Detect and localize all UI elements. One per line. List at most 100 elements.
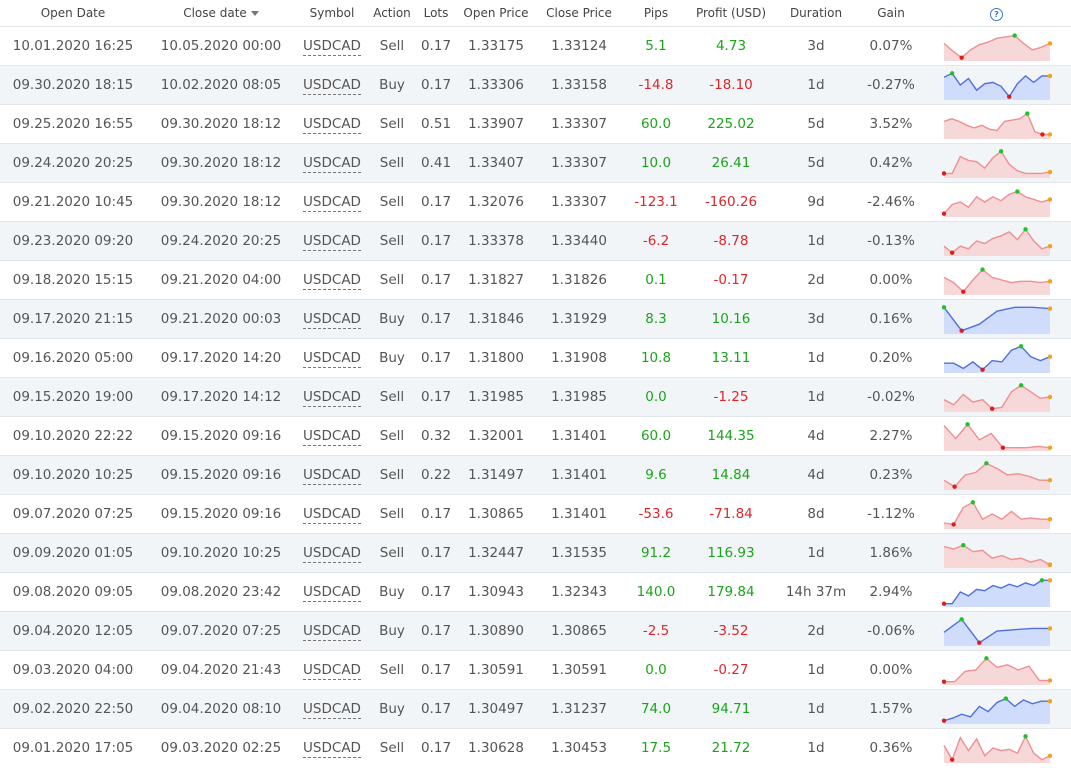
help-icon[interactable]: ? (990, 7, 1003, 21)
trade-sparkline (941, 189, 1052, 217)
header-symbol[interactable]: Symbol (309, 6, 355, 20)
sparkline-area (943, 502, 1050, 529)
lots-cell: 0.32 (420, 428, 452, 444)
symbol-link[interactable]: USDCAD (303, 623, 361, 641)
action-cell: Sell (379, 740, 405, 757)
table-row[interactable]: 09.21.2020 10:45 09.30.2020 18:12 USDCAD Se… (0, 182, 1071, 222)
open-date-cell: 09.02.2020 22:50 (12, 701, 134, 717)
symbol-link[interactable]: USDCAD (303, 740, 361, 759)
header-lots[interactable]: Lots (423, 6, 449, 20)
action-cell: Sell (379, 428, 405, 444)
table-row[interactable]: 09.01.2020 17:05 09.03.2020 02:25 USDCAD Se… (0, 728, 1071, 768)
header-open-price[interactable]: Open Price (463, 6, 529, 20)
table-row[interactable]: 09.03.2020 04:00 09.04.2020 21:43 USDCAD Se… (0, 650, 1071, 690)
header-open-date[interactable]: Open Date (40, 6, 106, 20)
sparkline-end-dot (1047, 445, 1052, 450)
pips-cell: 10.8 (640, 350, 672, 366)
profit-cell: 13.11 (711, 350, 751, 366)
table-row[interactable]: 09.17.2020 21:15 09.21.2020 00:03 USDCAD Bu… (0, 299, 1071, 339)
table-row[interactable]: 10.01.2020 16:25 10.05.2020 00:00 USDCAD Se… (0, 26, 1071, 66)
action-cell: Sell (379, 155, 405, 171)
sparkline-area (943, 698, 1050, 724)
table-row[interactable]: 09.23.2020 09:20 09.24.2020 20:25 USDCAD Se… (0, 221, 1071, 261)
sparkline-area (943, 463, 1050, 490)
symbol-link[interactable]: USDCAD (303, 467, 361, 485)
symbol-link[interactable]: USDCAD (303, 77, 361, 95)
symbol-link[interactable]: USDCAD (303, 506, 361, 524)
lots-cell: 0.17 (420, 701, 452, 717)
header-gain[interactable]: Gain (877, 6, 905, 20)
symbol-link[interactable]: USDCAD (303, 194, 361, 212)
lots-cell: 0.17 (420, 662, 452, 678)
sparkline-end-dot (1047, 626, 1052, 631)
open-date-cell: 09.30.2020 18:15 (12, 77, 134, 93)
table-row[interactable]: 09.25.2020 16:55 09.30.2020 18:12 USDCAD Se… (0, 104, 1071, 144)
close-date-cell: 09.04.2020 21:43 (160, 662, 282, 678)
sparkline-end-dot (1047, 478, 1052, 483)
trade-sparkline-cell (922, 690, 1071, 729)
table-row[interactable]: 09.10.2020 22:22 09.15.2020 09:16 USDCAD Se… (0, 416, 1071, 456)
trade-sparkline-cell (922, 651, 1071, 690)
table-row[interactable]: 09.18.2020 15:15 09.21.2020 04:00 USDCAD Se… (0, 260, 1071, 300)
sparkline-min-dot (941, 601, 946, 606)
pips-cell: -53.6 (638, 506, 674, 522)
open-price-cell: 1.30497 (468, 701, 524, 717)
gain-cell: -1.12% (867, 506, 915, 522)
table-row[interactable]: 09.04.2020 12:05 09.07.2020 07:25 USDCAD Bu… (0, 611, 1071, 651)
sparkline-min-dot (941, 211, 946, 216)
sparkline-min-dot (949, 757, 954, 763)
header-action[interactable]: Action (373, 6, 411, 20)
trade-sparkline (941, 696, 1052, 724)
sparkline-line (943, 228, 1050, 254)
lots-cell: 0.41 (420, 155, 452, 171)
gain-cell: 0.42% (869, 155, 913, 171)
table-row[interactable]: 09.02.2020 22:50 09.04.2020 08:10 USDCAD Bu… (0, 689, 1071, 729)
symbol-link[interactable]: USDCAD (303, 545, 361, 563)
close-price-cell: 1.31535 (551, 545, 607, 561)
symbol-link[interactable]: USDCAD (303, 584, 361, 602)
symbol-link[interactable]: USDCAD (303, 116, 361, 134)
symbol-link[interactable]: USDCAD (303, 350, 361, 368)
lots-cell: 0.17 (420, 350, 452, 366)
symbol-link[interactable]: USDCAD (303, 272, 361, 290)
gain-cell: 1.57% (869, 701, 913, 717)
symbol-cell: USDCAD (296, 183, 368, 222)
gain-cell: -0.02% (867, 389, 915, 405)
open-price-cell: 1.33306 (468, 77, 524, 93)
header-duration[interactable]: Duration (789, 6, 843, 20)
symbol-link[interactable]: USDCAD (303, 311, 361, 329)
table-row[interactable]: 09.08.2020 09:05 09.08.2020 23:42 USDCAD Bu… (0, 572, 1071, 612)
gain-cell: 2.94% (869, 584, 913, 600)
table-row[interactable]: 09.10.2020 10:25 09.15.2020 09:16 USDCAD Se… (0, 455, 1071, 495)
profit-cell: 179.84 (707, 584, 755, 600)
header-close-price[interactable]: Close Price (546, 6, 612, 20)
sparkline-max-dot (949, 71, 954, 76)
table-row[interactable]: 09.15.2020 19:00 09.17.2020 14:12 USDCAD Se… (0, 377, 1071, 417)
open-price-cell: 1.32076 (468, 194, 524, 210)
sparkline-max-dot (983, 461, 989, 466)
symbol-link[interactable]: USDCAD (303, 662, 361, 680)
sparkline-area (943, 151, 1050, 178)
symbol-link[interactable]: USDCAD (303, 428, 361, 446)
trade-sparkline-cell (922, 612, 1071, 651)
sparkline-area (943, 73, 1050, 100)
symbol-link[interactable]: USDCAD (303, 233, 361, 251)
close-date-cell: 09.21.2020 04:00 (160, 272, 282, 288)
table-row[interactable]: 09.07.2020 07:25 09.15.2020 09:16 USDCAD Se… (0, 494, 1071, 534)
header-pips[interactable]: Pips (643, 6, 669, 20)
symbol-link[interactable]: USDCAD (303, 389, 361, 407)
header-profit[interactable]: Profit (USD) (695, 6, 767, 20)
table-row[interactable]: 09.16.2020 05:00 09.17.2020 14:20 USDCAD Bu… (0, 338, 1071, 378)
trade-sparkline (943, 383, 1052, 412)
sparkline-max-dot (1003, 696, 1008, 701)
header-close-date[interactable]: Close date (146, 0, 296, 27)
table-row[interactable]: 09.09.2020 01:05 09.10.2020 10:25 USDCAD Se… (0, 533, 1071, 573)
close-price-cell: 1.31401 (551, 506, 607, 522)
symbol-link[interactable]: USDCAD (303, 155, 361, 173)
sparkline-min-dot (960, 289, 965, 294)
table-row[interactable]: 09.30.2020 18:15 10.02.2020 08:05 USDCAD Bu… (0, 65, 1071, 105)
symbol-link[interactable]: USDCAD (303, 701, 361, 719)
table-row[interactable]: 09.24.2020 20:25 09.30.2020 18:12 USDCAD Se… (0, 143, 1071, 183)
symbol-link[interactable]: USDCAD (303, 38, 361, 56)
open-price-cell: 1.33407 (468, 155, 524, 171)
